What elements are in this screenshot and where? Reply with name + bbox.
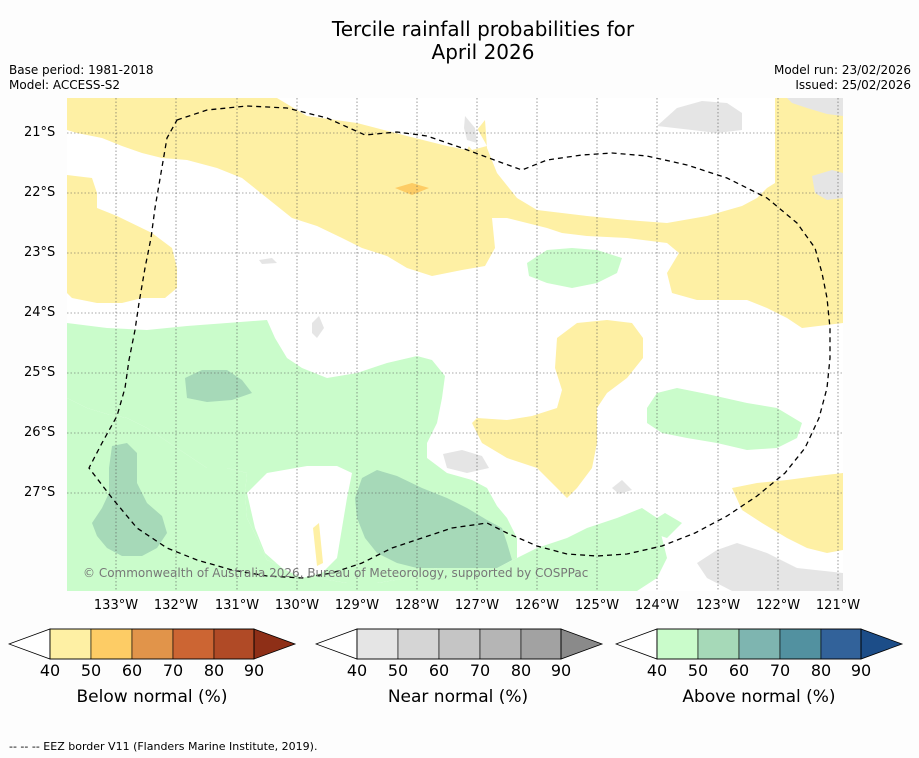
cbar-near-tick: 70: [469, 661, 491, 680]
rainfall-map: © Commonwealth of Australia 2026, Bureau…: [67, 98, 843, 591]
eez-border: [88, 105, 831, 579]
colorbar-above-min-triangle: [615, 628, 658, 660]
colorbar-below-min-triangle: [8, 628, 51, 660]
colorbar-near-normal: [315, 628, 604, 660]
lon-label-121w: 121°W: [815, 598, 861, 613]
colorbar-near-min-triangle: [315, 628, 358, 660]
cbar-below-tick: 40: [39, 661, 61, 680]
lat-label-22s: 22°S: [24, 185, 56, 200]
colorbar-near-seg-5: [520, 628, 562, 660]
lon-label-125w: 125°W: [574, 598, 620, 613]
colorbar-near-seg-4: [479, 628, 522, 660]
colorbar-above-seg-5: [820, 628, 862, 660]
above-normal-strong-regions: [92, 370, 512, 568]
cbar-above-tick: 70: [769, 661, 791, 680]
colorbar-below-normal: [8, 628, 297, 660]
cbar-below-tick: 90: [243, 661, 265, 680]
lat-label-23s: 23°S: [24, 245, 56, 260]
below-normal-regions: [67, 98, 843, 563]
colorbar-below-seg-1: [49, 628, 92, 660]
colorbar-below-seg-2: [90, 628, 133, 660]
lon-label-128w: 128°W: [394, 598, 440, 613]
colorbar-below-seg-5: [213, 628, 255, 660]
lon-label-133w: 133°W: [93, 598, 139, 613]
eez-footnote: -- -- -- EEZ border V11 (Flanders Marine…: [9, 740, 318, 753]
lat-label-27s: 27°S: [24, 485, 56, 500]
cbar-near-tick: 80: [510, 661, 532, 680]
cbar-above-tick: 40: [646, 661, 668, 680]
issued-date: Issued: 25/02/2026: [795, 78, 911, 92]
cbar-near-tick: 90: [550, 661, 572, 680]
colorbar-near-max-triangle: [560, 628, 604, 660]
meta-right: Model run: 23/02/2026 Issued: 25/02/2026: [774, 63, 911, 93]
cbar-below-tick: 50: [80, 661, 102, 680]
base-period: Base period: 1981-2018: [9, 63, 154, 77]
lat-label-21s: 21°S: [24, 125, 56, 140]
colorbar-below-max-triangle: [253, 628, 297, 660]
cbar-near-tick: 60: [428, 661, 450, 680]
cbar-above-tick: 80: [810, 661, 832, 680]
lon-label-127w: 127°W: [454, 598, 500, 613]
lon-label-126w: 126°W: [514, 598, 560, 613]
colorbar-below-seg-4: [172, 628, 215, 660]
map-title-line2: April 2026: [431, 40, 535, 64]
cbar-near-tick: 40: [346, 661, 368, 680]
lon-label-122w: 122°W: [755, 598, 801, 613]
colorbar-above-seg-4: [779, 628, 822, 660]
map-title: Tercile rainfall probabilities for April…: [0, 18, 919, 64]
cbar-above-tick: 50: [687, 661, 709, 680]
graticule: [67, 98, 843, 591]
lat-label-26s: 26°S: [24, 425, 56, 440]
colorbar-below-title: Below normal (%): [76, 687, 228, 707]
cbar-below-tick: 80: [203, 661, 225, 680]
colorbar-above-title: Above normal (%): [682, 687, 836, 707]
cbar-below-tick: 70: [162, 661, 184, 680]
lon-label-129w: 129°W: [334, 598, 380, 613]
colorbar-above-seg-2: [697, 628, 740, 660]
below-normal-strong-patch: [395, 183, 429, 195]
lon-label-132w: 132°W: [153, 598, 199, 613]
lat-label-24s: 24°S: [24, 305, 56, 320]
colorbar-below-seg-3: [131, 628, 174, 660]
colorbar-above-seg-3: [738, 628, 781, 660]
colorbar-above-max-triangle: [860, 628, 904, 660]
lat-label-25s: 25°S: [24, 365, 56, 380]
colorbar-near-seg-3: [438, 628, 481, 660]
near-normal-regions: [259, 98, 843, 591]
model-name: Model: ACCESS-S2: [9, 78, 121, 92]
colorbar-above-normal: [615, 628, 904, 660]
lon-label-124w: 124°W: [634, 598, 680, 613]
cbar-above-tick: 60: [728, 661, 750, 680]
cbar-below-tick: 60: [121, 661, 143, 680]
meta-left: Base period: 1981-2018 Model: ACCESS-S2: [9, 63, 154, 93]
lon-label-123w: 123°W: [695, 598, 741, 613]
colorbar-near-seg-2: [397, 628, 440, 660]
no-signal-hole: [247, 466, 352, 578]
lon-label-131w: 131°W: [214, 598, 260, 613]
cbar-above-tick: 90: [850, 661, 872, 680]
cbar-near-tick: 50: [387, 661, 409, 680]
lon-label-130w: 130°W: [274, 598, 320, 613]
colorbar-near-seg-1: [356, 628, 399, 660]
colorbar-near-title: Near normal (%): [387, 687, 529, 707]
copyright-text: © Commonwealth of Australia 2026, Bureau…: [83, 566, 588, 580]
model-run: Model run: 23/02/2026: [773, 63, 911, 77]
map-title-line1: Tercile rainfall probabilities for: [331, 17, 635, 41]
colorbar-above-seg-1: [656, 628, 699, 660]
